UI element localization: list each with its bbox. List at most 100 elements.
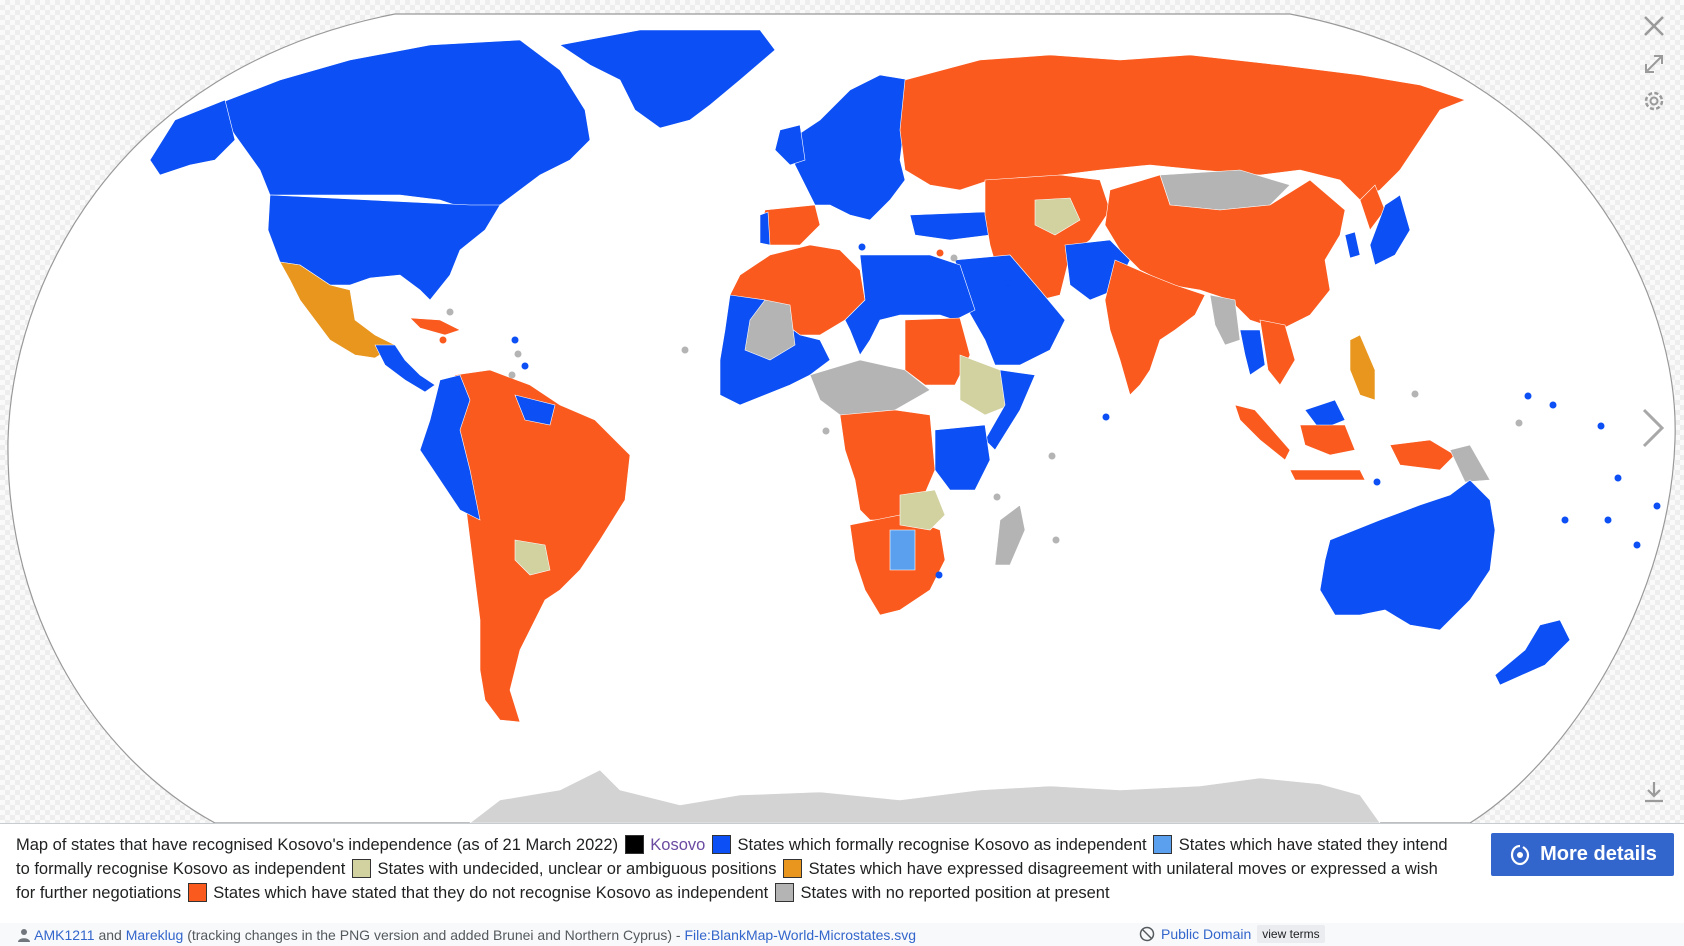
microstate-dot — [1561, 516, 1569, 524]
microstate-dot — [1515, 419, 1523, 427]
more-details-button[interactable]: More details — [1491, 833, 1674, 876]
region-north-africa-east — [844, 254, 976, 356]
legend-swatch-disagreement — [783, 859, 803, 878]
region-central-america — [374, 344, 436, 393]
microstate-dot — [1048, 452, 1056, 460]
region-turkey — [909, 211, 991, 241]
chevron-right-icon — [1642, 408, 1665, 448]
microstate-dot — [508, 371, 516, 379]
region-thailand — [1239, 329, 1266, 376]
region-cuba — [409, 317, 461, 336]
close-icon — [1644, 16, 1664, 36]
microstate-dot — [935, 571, 943, 579]
gear-icon — [1644, 91, 1664, 111]
info-globe-icon — [1511, 844, 1530, 865]
region-new-zealand — [1494, 619, 1571, 686]
fullscreen-button[interactable] — [1640, 50, 1668, 78]
view-terms-button[interactable]: view terms — [1257, 925, 1325, 943]
region-zambia — [899, 489, 946, 531]
public-domain-icon — [1139, 926, 1155, 942]
region-paraguay — [514, 539, 551, 576]
legend-swatch-intend — [1153, 835, 1173, 854]
legend-swatch-not-recognise — [187, 883, 207, 902]
caption: Map of states that have recognised Kosov… — [16, 833, 1454, 905]
legend-swatch-undecided — [351, 859, 371, 878]
region-colombia-peru — [419, 374, 481, 521]
region-mali — [744, 299, 796, 361]
close-button[interactable] — [1640, 12, 1668, 40]
region-kazakhstan-south — [1034, 197, 1081, 236]
microstate-dot — [1614, 474, 1622, 482]
region-borneo — [1304, 399, 1346, 431]
microstate-dot — [1604, 516, 1612, 524]
region-madagascar — [994, 504, 1026, 566]
credit-bar: AMK1211 and Mareklug (tracking changes i… — [0, 923, 1684, 946]
legend-label-no-position: States with no reported position at pres… — [800, 884, 1110, 902]
microstate-dot — [1549, 401, 1557, 409]
caption-panel: Map of states that have recognised Kosov… — [0, 823, 1684, 924]
microstate-dot — [1373, 478, 1381, 486]
microstate-dot — [1633, 541, 1641, 549]
region-japan — [1369, 194, 1411, 266]
region-europe — [789, 74, 911, 221]
world-map — [7, 13, 1676, 823]
microstate-dot — [936, 249, 944, 257]
microstate-dots — [439, 243, 1661, 579]
microstate-dot — [950, 254, 958, 262]
microstate-dot — [1052, 536, 1060, 544]
region-antarctica — [469, 769, 1381, 823]
source-file-link[interactable]: File:BlankMap-World-Microstates.svg — [684, 927, 917, 943]
microstate-dot — [1411, 390, 1419, 398]
region-guianas — [514, 394, 556, 426]
microstate-dot — [681, 346, 689, 354]
kosovo-link[interactable]: Kosovo — [650, 836, 706, 854]
region-east-africa — [934, 424, 991, 491]
expand-icon — [1645, 55, 1663, 73]
download-button[interactable] — [1640, 778, 1668, 806]
microstate-dot — [439, 336, 447, 344]
microstate-dot — [858, 243, 866, 251]
region-portugal — [759, 211, 771, 246]
region-australia — [1319, 479, 1496, 631]
region-botswana — [889, 529, 916, 571]
credit-note: (tracking changes in the PNG version and… — [187, 927, 681, 943]
legend-label-intend: States which have stated they intend to … — [16, 836, 1448, 878]
download-icon — [1645, 782, 1663, 803]
region-greenland — [559, 29, 776, 129]
legend-label-undecided: States with undecided, unclear or ambigu… — [377, 860, 777, 878]
microstate-dot — [1102, 413, 1110, 421]
microstate-dot — [1597, 422, 1605, 430]
region-canada — [214, 39, 591, 211]
region-vietnam — [1259, 319, 1296, 386]
legend-swatch-kosovo — [624, 835, 644, 854]
license-link[interactable]: Public Domain — [1161, 926, 1252, 942]
legend-label-recognise: States which formally recognise Kosovo a… — [737, 836, 1147, 854]
author-link-2[interactable]: Mareklug — [125, 927, 184, 943]
region-uk — [774, 124, 806, 166]
region-philippines — [1349, 334, 1376, 401]
user-icon — [18, 929, 30, 942]
next-image-button[interactable] — [1636, 406, 1668, 450]
region-indonesia-east — [1289, 424, 1456, 481]
region-china — [1104, 174, 1346, 331]
region-india — [1104, 259, 1206, 396]
region-russia — [899, 54, 1466, 201]
microstate-dot — [822, 427, 830, 435]
credit-line: AMK1211 and Mareklug (tracking changes i… — [17, 927, 916, 943]
region-alaska — [149, 99, 236, 176]
author-link-1[interactable]: AMK1211 — [34, 927, 95, 943]
region-new-guinea — [1449, 444, 1491, 483]
microstate-dot — [446, 308, 454, 316]
caption-intro: Map of states that have recognised Kosov… — [16, 836, 619, 854]
settings-button[interactable] — [1640, 87, 1668, 115]
legend-swatch-no-position — [774, 883, 794, 902]
more-details-label: More details — [1540, 843, 1657, 865]
credit-and: and — [98, 927, 122, 943]
legend-swatch-recognise — [711, 835, 731, 854]
map-viewer[interactable] — [0, 0, 1684, 823]
microstate-dot — [514, 350, 522, 358]
legend-label-not-recognise: States which have stated that they do no… — [213, 884, 769, 902]
region-myanmar — [1209, 294, 1241, 346]
microstate-dot — [1653, 502, 1661, 510]
microstate-dot — [521, 362, 529, 370]
